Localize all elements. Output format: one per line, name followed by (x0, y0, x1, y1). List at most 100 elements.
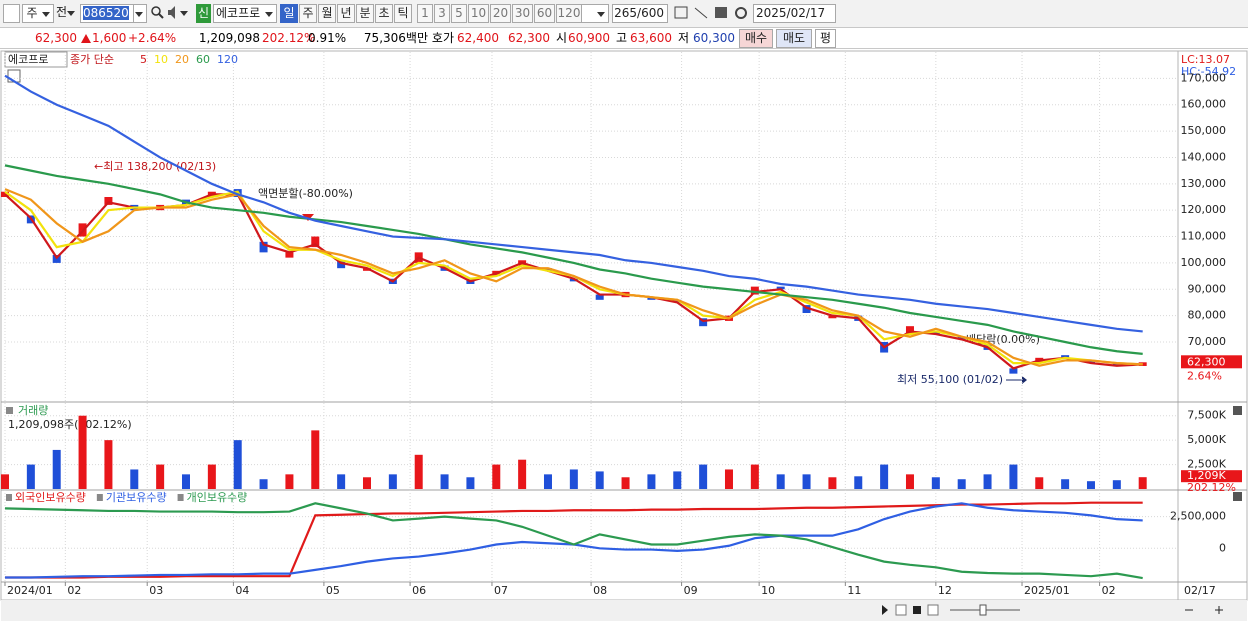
series-line (4, 188, 1143, 367)
interval-button[interactable]: 3 (434, 4, 450, 23)
prev-select[interactable]: 전 (56, 4, 78, 23)
low-label: 저 (677, 31, 689, 45)
volume-bar (259, 479, 268, 489)
close-icon[interactable] (1233, 492, 1242, 501)
candle (776, 286, 785, 290)
tool-icon-set (674, 6, 747, 19)
x-tick-label: 2024/01 (7, 584, 53, 597)
code-input[interactable]: 086520 (80, 4, 134, 23)
interval-button[interactable]: 120 (556, 4, 582, 23)
candle (52, 255, 61, 263)
scroll-controls[interactable] (882, 604, 1223, 616)
period-button[interactable]: 초 (375, 4, 393, 23)
x-tick-label: 04 (235, 584, 249, 597)
series-line (4, 193, 1143, 370)
y-tick-label: 110,000 (1181, 230, 1227, 243)
candle (1112, 363, 1121, 366)
candle (362, 268, 371, 271)
count-input[interactable]: 265/600 (612, 4, 668, 23)
price-tag-label: 62,300 (1187, 355, 1226, 368)
volume-bar (492, 464, 501, 489)
volume-bar (130, 469, 139, 489)
price-tag-pct: 2.64% (1187, 369, 1222, 382)
candle (595, 294, 604, 300)
date-input[interactable]: 2025/02/17 (753, 4, 836, 23)
period-button[interactable]: 주 (299, 4, 317, 23)
y-tick-label: 0 (1219, 541, 1226, 554)
legend-entry: 개인보유수량 (187, 491, 248, 504)
name-select[interactable]: 에코프로 (213, 4, 277, 23)
menu-button[interactable] (3, 4, 20, 23)
y-tick-label: 90,000 (1188, 282, 1227, 295)
legend-entry: 외국인보유수량 (15, 491, 86, 504)
period-button[interactable]: 분 (356, 4, 374, 23)
interval-button[interactable]: 60 (534, 4, 555, 23)
avg-button[interactable]: 평 (815, 29, 836, 48)
volume-bar (828, 477, 837, 489)
volume-bar (699, 464, 708, 489)
legend-swatch (6, 494, 12, 501)
volume-bar (880, 464, 889, 489)
hc-label: HC:-54.92 (1181, 65, 1236, 78)
y-tick-label: 160,000 (1181, 98, 1227, 111)
volume-bar (311, 430, 320, 489)
volume-bar (673, 471, 682, 489)
period-button[interactable]: 일 (280, 4, 298, 23)
interval-button[interactable]: 10 (468, 4, 489, 23)
buy-button[interactable]: 매수 (739, 29, 773, 48)
interval-button[interactable]: 30 (512, 4, 533, 23)
search-button[interactable] (149, 4, 164, 23)
interval-button[interactable]: 20 (490, 4, 511, 23)
volume-bar (1086, 481, 1095, 489)
y-tick-label: 2,500K (1187, 458, 1226, 471)
turnover: 0.91% (308, 31, 347, 45)
volume-bar (983, 474, 992, 489)
sell-button[interactable]: 매도 (776, 29, 812, 48)
series-line (4, 164, 1143, 355)
volume-bar (905, 474, 914, 489)
code-dropdown[interactable] (133, 4, 147, 23)
legend-entry: 60 (196, 53, 210, 66)
candle (1, 191, 9, 197)
volume-bar (750, 464, 759, 489)
candle (181, 199, 190, 205)
sound-button[interactable] (167, 4, 191, 23)
period-button[interactable]: 년 (337, 4, 355, 23)
volume-bar (440, 474, 449, 489)
interval-button[interactable]: 5 (451, 4, 467, 23)
volume-bar (518, 459, 527, 489)
amount: 75,306백만 (363, 31, 428, 45)
x-tick-label: 02 (67, 584, 81, 597)
volume-bar (1061, 479, 1070, 489)
candle (26, 215, 35, 224)
period-button[interactable]: 틱 (394, 4, 412, 23)
volume-bar (543, 474, 552, 489)
legend-entry: 20 (175, 53, 189, 66)
candle (388, 278, 397, 284)
volume-bar (647, 474, 656, 489)
open: 60,900 (568, 31, 610, 45)
x-tick-label: 10 (761, 584, 775, 597)
x-tick-label: 11 (847, 584, 861, 597)
y-tick-label: 80,000 (1188, 309, 1227, 322)
volume-bar (285, 474, 294, 489)
candle (724, 315, 733, 321)
interval-button[interactable]: 1 (417, 4, 433, 23)
legend-entry: 10 (154, 53, 168, 66)
candle (492, 270, 501, 277)
scroll-bar[interactable] (1, 600, 1247, 621)
candle (156, 204, 165, 211)
tool-icons[interactable] (673, 4, 751, 23)
x-tick-label: 05 (326, 584, 340, 597)
x-tick-label: 03 (149, 584, 163, 597)
close-icon[interactable] (1233, 406, 1242, 415)
x-tick-label: 2025/01 (1024, 584, 1070, 597)
volume-bar (466, 477, 475, 489)
period-button[interactable]: 월 (318, 4, 336, 23)
candle (957, 336, 966, 340)
market-select[interactable]: 주 (22, 4, 54, 23)
calc-icon[interactable] (7, 69, 21, 83)
candle (647, 297, 656, 300)
volume-bar (414, 454, 423, 489)
